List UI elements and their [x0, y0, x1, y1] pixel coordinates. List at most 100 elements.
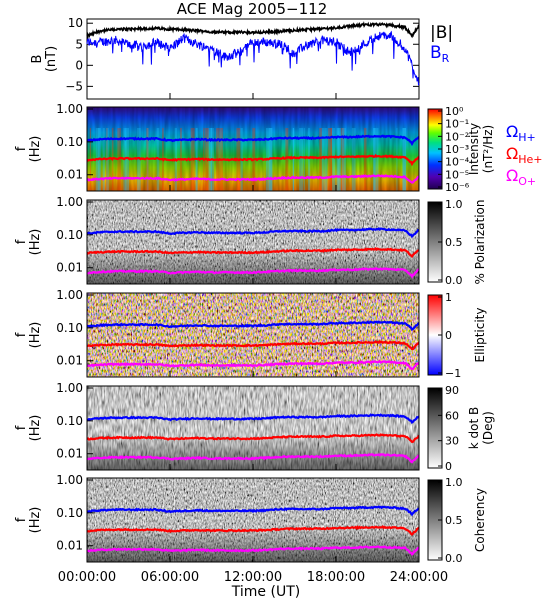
- colorbar-tick-label: 90: [445, 384, 459, 397]
- y-axis-unit: (Hz): [28, 136, 43, 163]
- colorbar-tick-label: 0.5: [445, 236, 463, 249]
- x-tick-label: 06:00:00: [141, 570, 199, 585]
- omega-h-line: [87, 505, 419, 517]
- x-tick-label: 00:00:00: [58, 570, 116, 585]
- y-axis-label: f: [14, 239, 29, 244]
- omega-h-line: [87, 320, 419, 331]
- x-tick-label: 12:00:00: [224, 570, 282, 585]
- y-tick-label: 0.01: [56, 168, 83, 182]
- colorbar-tick-label: 1: [445, 291, 452, 304]
- x-tick-label: 18:00:00: [307, 570, 365, 585]
- y-axis-label: B: [30, 55, 45, 64]
- omega-he-line: [87, 525, 419, 536]
- colorbar-tick-label: 0: [445, 329, 452, 342]
- y-tick-label: 0.10: [56, 506, 83, 520]
- colorbar-tick-label: 0.0: [445, 274, 463, 287]
- omega-he-line: [87, 153, 419, 167]
- colorbar-tick-label: 10⁻⁵: [445, 168, 469, 181]
- panel-ellipticity: 1.00 0.10 0.01 f (Hz) 1 0 −1 Ellipticity: [14, 288, 487, 380]
- colorbar-tick-label: 10⁻⁶: [445, 181, 470, 194]
- colorbar-label: k dot B: [467, 407, 481, 449]
- omega-o-line: [87, 359, 419, 371]
- legend-omega-main: Ω: [506, 166, 518, 185]
- omega-he-line: [87, 246, 419, 258]
- colorbar-tick-label: 10⁻¹: [445, 118, 469, 131]
- omega-h-line: [87, 413, 419, 424]
- y-tick-label: 0.01: [56, 261, 83, 275]
- panel-kdotb: 1.00 0.10 0.01 f (Hz) 90 60 30 0 k dot B (Deg): [14, 381, 495, 473]
- y-axis-unit: (Hz): [28, 229, 43, 256]
- y-tick-label: 1.00: [56, 288, 83, 302]
- legend-omega-sub: H+: [518, 131, 536, 144]
- legend-b-total: |B|: [430, 23, 453, 43]
- series-line-b-r: [86, 30, 420, 86]
- colorbar-tick-label: 0.0: [445, 552, 463, 565]
- y-axis-unit: (nT): [44, 46, 59, 72]
- spectrogram-image: [87, 478, 419, 562]
- spectrogram-image: [87, 293, 419, 377]
- x-axis-label: Time (UT): [231, 584, 300, 600]
- legend-omega-sub: He+: [518, 153, 542, 166]
- y-axis-unit: (Hz): [28, 415, 43, 442]
- y-axis-label: f: [14, 332, 29, 337]
- y-axis-unit: (Hz): [28, 507, 43, 534]
- y-axis-ticks: 10 5 0 −5: [65, 16, 419, 93]
- colorbar-label: Intensity: [467, 123, 481, 175]
- legend-omega-1: ΩHe+: [506, 144, 543, 166]
- y-tick-label: 0.10: [56, 135, 83, 149]
- omega-o-line: [87, 174, 419, 184]
- legend-omega-sub: O+: [518, 175, 536, 188]
- colorbar: [427, 387, 443, 469]
- y-tick-label: −5: [65, 79, 83, 93]
- colorbar-label: % Polarization: [473, 200, 487, 285]
- y-tick-label: 1.00: [56, 195, 83, 209]
- omega-he-line: [87, 340, 419, 351]
- legend-b-r-sub: R: [442, 52, 450, 65]
- omega-h-line: [87, 134, 419, 147]
- omega-h-line: [87, 227, 419, 239]
- colorbar-tick-label: 0: [445, 460, 452, 473]
- omega-o-line: [87, 453, 419, 464]
- colorbar-unit: (Deg): [481, 411, 495, 445]
- figure-title: ACE Mag 2005−112: [177, 0, 328, 18]
- panel-coherency: 1.00 0.10 0.01 f (Hz) 1.0 0.5 0.0 Coherency: [14, 473, 487, 565]
- x-tick-label: 24:00:00: [390, 570, 448, 585]
- y-axis-label: f: [14, 146, 29, 151]
- y-tick-label: 0.01: [56, 354, 83, 368]
- colorbar-tick-label: 10⁻⁴: [445, 156, 470, 169]
- y-tick-label: 0.10: [56, 321, 83, 335]
- x-axis-tick-labels: 00:00:00 06:00:00 12:00:00 18:00:00 24:00:00: [58, 93, 448, 585]
- colorbar-tick-label: 10⁻²: [445, 130, 469, 143]
- colorbar-label: Ellipticity: [473, 308, 487, 363]
- omega-o-line: [87, 545, 419, 556]
- legend-omega-main: Ω: [506, 122, 518, 141]
- panel-polarization: 1.00 0.10 0.01 f (Hz) 1.0 0.5 0.0 % Polarization: [14, 195, 487, 287]
- y-tick-label: 0.01: [56, 447, 83, 461]
- omega-he-line: [87, 433, 419, 444]
- legend-b-r: BR: [430, 43, 450, 65]
- colorbar-tick-label: 60: [445, 409, 459, 422]
- series-line-b-total: [86, 21, 420, 40]
- panel-intensity: 1.00 0.10 0.01 f (Hz) 10⁰10⁻¹10⁻²10⁻³10⁻⁴10⁻⁵…: [14, 102, 543, 194]
- y-tick-label: 0: [75, 58, 83, 72]
- colorbar-tick-label: 1.0: [445, 476, 463, 489]
- spectrogram-image: [87, 386, 419, 470]
- legend-omega-0: ΩH+: [506, 122, 536, 144]
- legend-omega-2: ΩO+: [506, 166, 536, 188]
- colorbar-unit: (nT²/Hz): [481, 125, 495, 173]
- legend-b-r-main: B: [430, 43, 442, 63]
- y-tick-label: 1.00: [56, 473, 83, 487]
- spectrogram-image: [87, 200, 419, 284]
- y-axis-label: f: [14, 425, 29, 430]
- colorbar-tick-label: 10⁻³: [445, 143, 469, 156]
- colorbar-tick-label: 30: [445, 435, 459, 448]
- colorbar-tick-label: 1.0: [445, 198, 463, 211]
- omega-o-line: [87, 267, 419, 279]
- y-axis-unit: (Hz): [28, 322, 43, 349]
- y-tick-label: 0.10: [56, 228, 83, 242]
- legend-omega-main: Ω: [506, 144, 518, 163]
- spectrogram-image: [87, 107, 419, 191]
- colorbar-tick-label: 10⁰: [445, 105, 464, 118]
